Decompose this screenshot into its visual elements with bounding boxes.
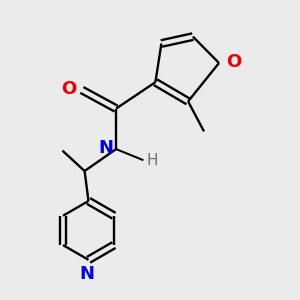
- Text: O: O: [226, 53, 242, 71]
- Text: N: N: [80, 265, 94, 283]
- Text: N: N: [99, 139, 114, 157]
- Text: O: O: [61, 80, 76, 98]
- Text: H: H: [147, 153, 158, 168]
